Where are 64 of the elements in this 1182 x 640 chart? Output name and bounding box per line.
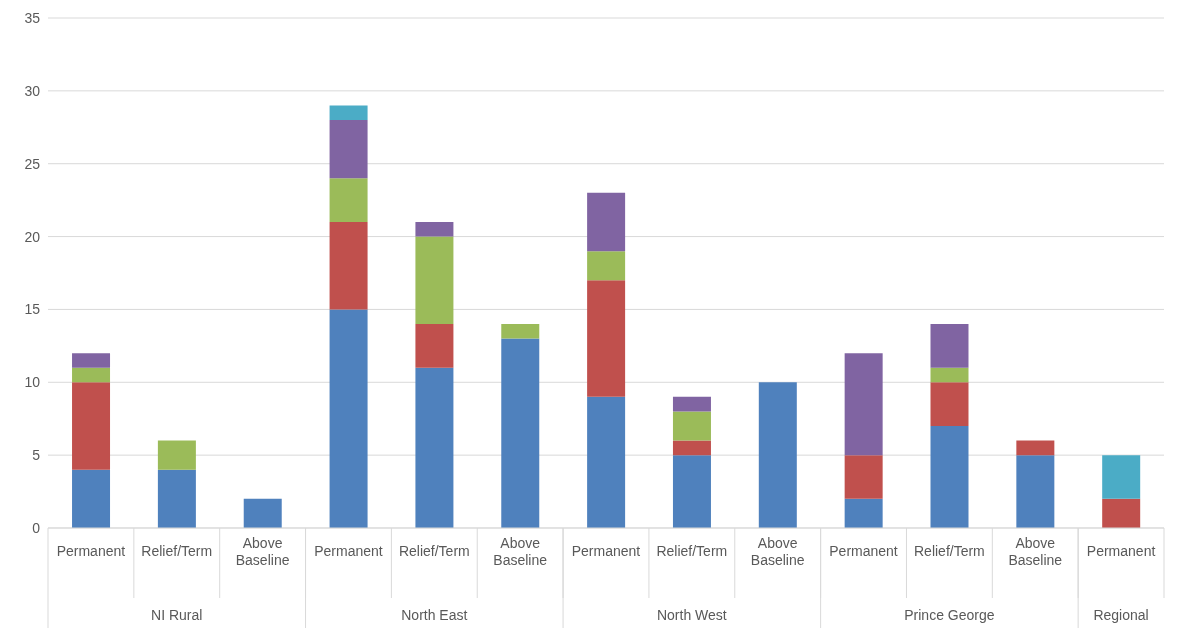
x-tick-label: Relief/Term [398,543,470,559]
text: Regional [1093,607,1149,623]
x-tick-label: Relief/Term [141,543,213,559]
bar [844,498,883,528]
bar [415,367,454,528]
x-tick-label: Above Baseline [750,535,805,568]
bar [672,455,711,528]
bar [72,382,111,470]
bar [844,353,883,456]
bar [157,469,196,528]
bar [157,440,196,470]
bar [672,440,711,456]
bar [587,192,626,252]
x-tick-label: Permanent [1086,543,1156,559]
bar [930,426,969,528]
y-tick-label: 25 [24,155,41,172]
y-tick-label: 20 [24,228,41,245]
text: North West [656,607,727,623]
bar [587,396,626,528]
bar [587,251,626,281]
bar [1016,455,1055,528]
y-tick-label: 15 [24,301,41,318]
x-tick-label: Above Baseline [1008,535,1063,568]
x-tick-label: Permanent [571,543,641,559]
bar [415,324,454,368]
y-tick-label: 0 [32,519,41,536]
y-tick-label: 10 [24,374,41,391]
bar [1102,455,1141,499]
bar [930,367,969,383]
x-tick-label: Above Baseline [493,535,548,568]
bar [72,367,111,383]
y-tick-label: 30 [24,82,41,99]
bar [844,455,883,499]
bar [1016,440,1055,456]
bar [329,105,368,120]
bar [329,309,368,528]
bar [415,222,454,237]
x-tick-label: Relief/Term [913,543,985,559]
x-tick-label: Permanent [314,543,383,559]
bar [758,382,797,528]
bar [329,222,368,310]
bar [501,338,540,528]
x-tick-label: Above Baseline [235,535,290,568]
bar [415,236,454,324]
text: North East [401,607,468,623]
bar [329,120,368,179]
bar [243,498,282,528]
bar [672,411,711,441]
bar [672,396,711,412]
x-tick-label: Relief/Term [656,543,728,559]
y-tick-label: 5 [32,447,41,464]
bar [930,324,969,368]
bar [587,280,626,397]
bar [329,178,368,222]
bar [72,469,111,528]
x-tick-label: Permanent [56,543,126,559]
bar [930,382,969,426]
bar [1102,498,1141,528]
text: NI Rural [151,607,203,623]
x-tick-label: Permanent [829,543,898,559]
bar [501,324,540,339]
text: Prince George [904,607,995,623]
y-tick-label: 35 [24,9,41,26]
bar [72,353,111,368]
